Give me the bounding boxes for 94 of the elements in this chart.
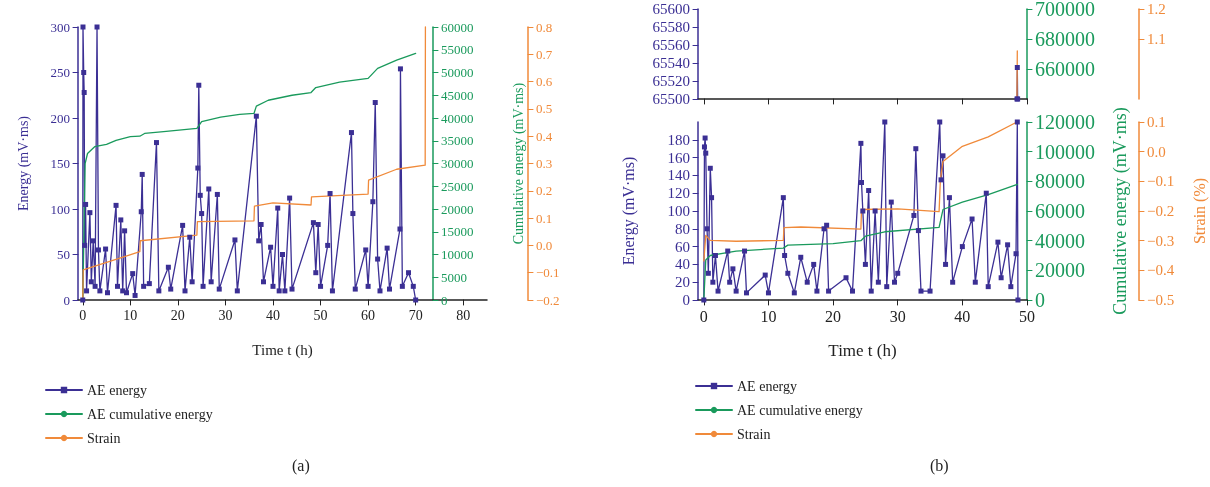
y2-tick-label: 40000 (441, 110, 474, 126)
y-tick-label: 0 (63, 292, 70, 308)
y-tick-label: 65560 (652, 37, 690, 53)
y2-axis-title: Cumulative energy (mV·ms) (510, 82, 527, 245)
y-tick-label: 180 (667, 131, 690, 148)
x-tick-label: 0 (699, 307, 708, 325)
legend-label: Strain (737, 426, 771, 442)
y-tick-label: 65600 (652, 1, 690, 17)
x-axis-title: Time t (h) (828, 341, 897, 360)
y2-axis-title: Cumulative energy (mV·ms) (1110, 107, 1131, 315)
y3-tick-label: 0.6 (536, 74, 553, 90)
y-tick-label: 65580 (652, 19, 690, 35)
y3-tick-label: −0.2 (536, 292, 560, 308)
y2-tick-label: 25000 (441, 178, 474, 194)
y2-tick-label: 15000 (441, 224, 474, 240)
y-tick-label: 100 (50, 201, 70, 217)
legend-label: Strain (87, 430, 121, 446)
y2-tick-label: 20000 (441, 201, 474, 217)
x-tick-label: 0 (79, 307, 87, 323)
y3-tick-label: −0.5 (1147, 292, 1175, 308)
y2-tick-label: 60000 (441, 19, 474, 35)
y-tick-label: 0 (682, 292, 690, 308)
x-tick-label: 60 (361, 307, 376, 323)
y2-tick-label: 20000 (1035, 259, 1085, 282)
y2-tick-label: 10000 (441, 247, 474, 262)
y3-tick-label: 0.4 (536, 128, 553, 144)
y-tick-label: 60 (675, 238, 690, 255)
x-tick-label: 20 (825, 307, 842, 325)
y-tick-label: 140 (667, 167, 690, 184)
y3-tick-label: −0.1 (1147, 173, 1175, 190)
y2-tick-label: 60000 (1035, 200, 1085, 222)
y-tick-label: 100 (667, 203, 690, 219)
y-tick-label: 40 (675, 256, 690, 273)
y-tick-label: 50 (57, 247, 70, 262)
y-tick-label: 80 (675, 220, 690, 237)
legend-label: AE cumulative energy (87, 406, 213, 422)
y2-tick-label: 50000 (441, 65, 474, 80)
x-tick-label: 10 (123, 307, 138, 323)
y2-tick-label: 35000 (441, 133, 474, 149)
x-tick-label: 10 (760, 307, 777, 325)
y3-tick-label: 0.3 (536, 156, 553, 171)
y3-tick-label: 0.0 (536, 237, 553, 253)
y3-tick-label: 0.2 (536, 183, 553, 199)
y3-tick-label: −0.3 (1147, 232, 1175, 249)
x-tick-label: 50 (313, 307, 328, 323)
y-tick-label: 65500 (652, 91, 690, 107)
y-tick-label: 120 (667, 185, 690, 202)
y-tick-label: 20 (675, 274, 690, 291)
x-tick-label: 70 (408, 307, 423, 323)
x-tick-label: 30 (889, 307, 906, 325)
x-tick-label: 40 (265, 307, 280, 323)
y-axis-title: Energy (mV·ms) (619, 156, 638, 266)
y-tick-label: 160 (667, 149, 690, 166)
y3-axis-title: Strain (%) (1190, 177, 1209, 245)
x-axis-title: Time t (h) (252, 341, 313, 359)
y-tick-label: 65540 (652, 55, 690, 71)
y2-tick-label: 80000 (1035, 170, 1085, 193)
legend-label: AE energy (87, 382, 147, 398)
y2-tick-label: 30000 (441, 156, 474, 171)
y-tick-label: 200 (50, 110, 70, 126)
y3-tick-label: −0.2 (1147, 203, 1175, 219)
y-axis-title: Energy (mV·ms) (15, 115, 32, 211)
y3-tick-label: 1.2 (1147, 1, 1166, 17)
x-tick-label: 80 (456, 307, 471, 323)
y2-tick-label: 660000 (1035, 58, 1095, 80)
y-tick-label: 150 (50, 156, 70, 171)
y2-tick-label: 40000 (1035, 229, 1085, 252)
text: (a) (292, 456, 310, 475)
y3-tick-label: −0.1 (536, 265, 560, 281)
y3-tick-label: 0.5 (536, 101, 553, 117)
x-tick-label: 20 (170, 307, 185, 323)
x-tick-label: 40 (954, 307, 971, 325)
y2-tick-label: 45000 (441, 87, 474, 103)
y3-tick-label: −0.4 (1147, 262, 1175, 279)
x-tick-label: 30 (218, 307, 233, 323)
y3-tick-label: 0.8 (536, 19, 553, 35)
text: (b) (930, 456, 949, 475)
y2-tick-label: 680000 (1035, 28, 1095, 50)
legend-label: AE energy (737, 378, 797, 394)
y3-tick-label: 1.1 (1147, 31, 1166, 47)
y2-tick-label: 100000 (1035, 140, 1095, 163)
y2-tick-label: 55000 (441, 42, 474, 58)
y3-tick-label: 0.7 (536, 46, 553, 62)
y3-tick-label: 0.0 (1147, 143, 1166, 160)
y-tick-label: 250 (50, 65, 70, 80)
y-tick-label: 300 (50, 19, 70, 35)
y-tick-label: 65520 (652, 73, 690, 89)
legend-label: AE cumulative energy (737, 402, 863, 418)
y2-tick-label: 5000 (441, 269, 467, 285)
y2-tick-label: 700000 (1035, 0, 1095, 20)
y3-tick-label: 0.1 (536, 210, 553, 226)
x-tick-label: 50 (1019, 307, 1035, 325)
y3-tick-label: 0.1 (1147, 114, 1166, 130)
y2-tick-label: 120000 (1035, 111, 1095, 133)
